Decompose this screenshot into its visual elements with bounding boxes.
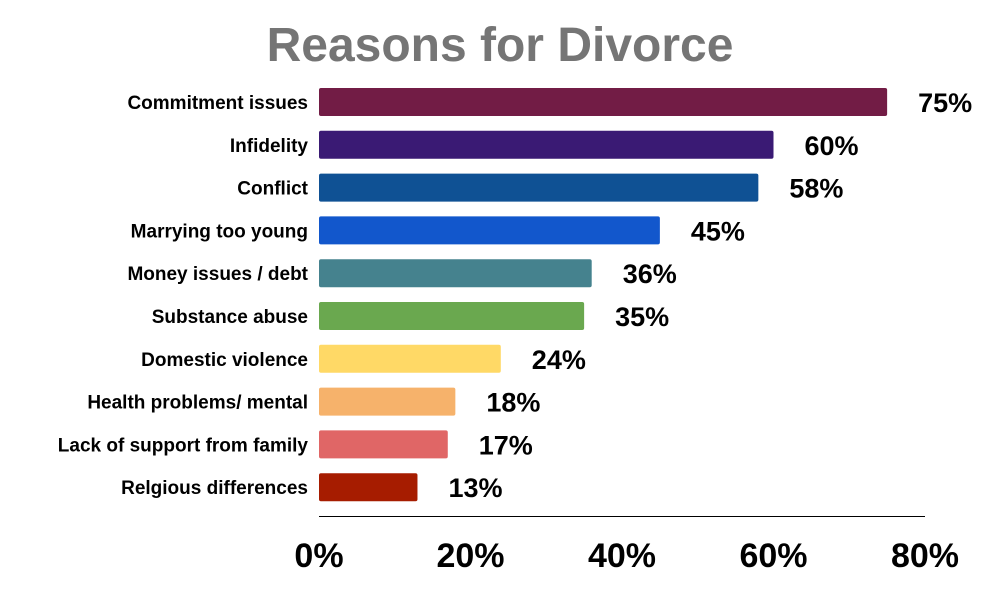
value-label-domestic-violence: 24% (532, 345, 586, 375)
value-label-commitment-issues: 75% (918, 88, 972, 118)
value-label-relgious-differences: 13% (448, 473, 502, 503)
category-label-substance-abuse: Substance abuse (152, 307, 308, 328)
category-label-money-issues-debt: Money issues / debt (127, 264, 308, 285)
x-tick-label-0: 0% (294, 537, 343, 575)
value-label-conflict: 58% (789, 174, 843, 204)
bar-lack-of-support-from-family (319, 430, 448, 459)
bar-conflict (319, 173, 759, 202)
value-label-lack-of-support-from-family: 17% (479, 430, 533, 460)
value-label-infidelity: 60% (805, 131, 859, 161)
bar-substance-abuse (319, 302, 585, 330)
category-label-conflict: Conflict (237, 179, 308, 200)
bar-infidelity (319, 130, 774, 159)
bars-layer: Commitment issues 75% Infidelity 60% Conflic… (58, 88, 972, 503)
x-tick-label-40: 40% (588, 537, 656, 575)
x-tick-label-20: 20% (436, 537, 504, 575)
category-label-health-problems-mental: Health problems/ mental (87, 393, 308, 414)
bar-money-issues-debt (319, 259, 592, 288)
x-tick-labels: 0% 20% 40% 60% 80% (294, 537, 959, 575)
bar-health-problems-mental (319, 387, 456, 416)
category-label-domestic-violence: Domestic violence (141, 350, 308, 371)
x-tick-label-80: 80% (891, 537, 959, 575)
x-tick-label-60: 60% (739, 537, 807, 575)
value-label-marrying-too-young: 45% (691, 216, 745, 246)
category-label-infidelity: Infidelity (230, 136, 309, 157)
bar-marrying-too-young (319, 216, 660, 245)
bar-relgious-differences (319, 473, 418, 502)
bar-domestic-violence (319, 344, 501, 373)
category-label-commitment-issues: Commitment issues (127, 93, 308, 114)
value-label-health-problems-mental: 18% (486, 388, 540, 418)
bar-commitment-issues (319, 88, 888, 116)
value-label-substance-abuse: 35% (615, 302, 669, 332)
chart-title: Reasons for Divorce (267, 19, 734, 72)
category-label-relgious-differences: Relgious differences (121, 478, 308, 499)
category-label-lack-of-support-from-family: Lack of support from family (58, 435, 309, 456)
category-label-marrying-too-young: Marrying too young (131, 221, 308, 242)
value-label-money-issues-debt: 36% (623, 259, 677, 289)
